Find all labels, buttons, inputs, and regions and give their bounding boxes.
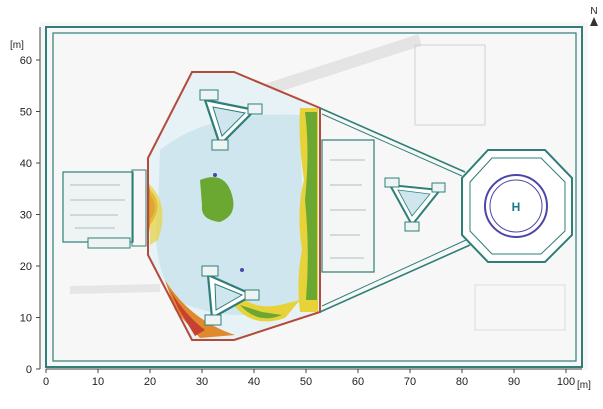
upper-triangle-structure bbox=[199, 89, 263, 151]
faint-road bbox=[248, 34, 422, 101]
y-axis-ticks: 0 10 20 30 40 50 60 bbox=[20, 55, 40, 376]
x-tick-label: 30 bbox=[196, 376, 208, 388]
lower-triangle-structure bbox=[201, 265, 260, 326]
x-tick-label: 90 bbox=[508, 376, 520, 388]
x-tick-label: 100 bbox=[557, 376, 575, 388]
x-axis-ticks: 0 10 20 30 40 50 60 70 80 90 100 bbox=[43, 369, 575, 388]
helipad-platform: H bbox=[461, 149, 573, 263]
site-boundary-inner bbox=[52, 32, 577, 362]
y-tick-label: 40 bbox=[20, 158, 32, 170]
helipad-label: H bbox=[512, 200, 521, 214]
marker-point bbox=[213, 173, 217, 177]
y-tick-label: 0 bbox=[26, 364, 32, 376]
detail-inset bbox=[474, 284, 566, 331]
left-module-building bbox=[62, 169, 147, 249]
y-tick-label: 30 bbox=[20, 210, 32, 222]
x-tick-label: 20 bbox=[144, 376, 156, 388]
y-axis-unit: [m] bbox=[10, 40, 24, 51]
x-axis-unit: [m] bbox=[577, 380, 591, 391]
connector-bridge bbox=[319, 107, 471, 313]
x-tick-label: 50 bbox=[300, 376, 312, 388]
north-arrow: N bbox=[590, 6, 598, 26]
y-tick-label: 50 bbox=[20, 107, 32, 119]
site-boundary-outer bbox=[45, 26, 583, 368]
y-tick-label: 10 bbox=[20, 313, 32, 325]
north-arrow-label: N bbox=[590, 6, 597, 17]
north-arrow-icon bbox=[590, 17, 598, 26]
y-tick-label: 20 bbox=[20, 261, 32, 273]
marker-point bbox=[240, 268, 244, 272]
x-tick-label: 40 bbox=[248, 376, 260, 388]
x-tick-label: 0 bbox=[43, 376, 49, 388]
faint-road bbox=[69, 284, 161, 294]
central-hull-zone bbox=[147, 71, 321, 341]
x-tick-label: 60 bbox=[352, 376, 364, 388]
x-tick-label: 80 bbox=[456, 376, 468, 388]
x-tick-label: 10 bbox=[92, 376, 104, 388]
y-tick-label: 60 bbox=[20, 55, 32, 67]
detail-inset bbox=[414, 44, 486, 126]
x-tick-label: 70 bbox=[404, 376, 416, 388]
